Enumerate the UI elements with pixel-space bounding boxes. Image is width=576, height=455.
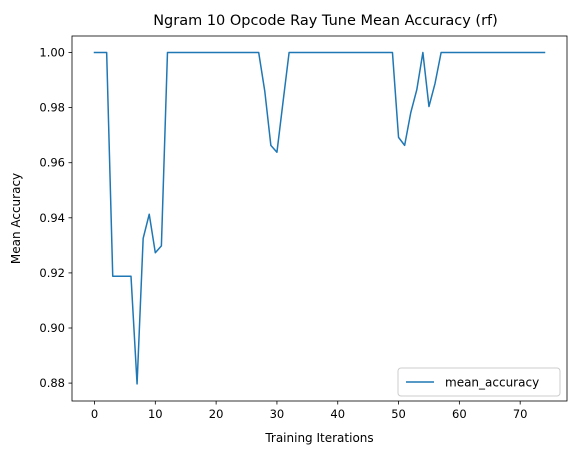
y-axis-ticks: 0.88 0.90 0.92 0.94 0.96 0.98 1.00 — [39, 46, 72, 390]
y-tick-label: 0.88 — [39, 376, 65, 390]
y-tick-label: 1.00 — [39, 46, 65, 60]
x-tick-label: 10 — [148, 407, 163, 421]
series-layer — [93, 51, 546, 385]
y-tick-label: 0.90 — [39, 321, 65, 335]
legend-label-mean-accuracy: mean_accuracy — [445, 376, 539, 390]
y-tick-label: 0.94 — [39, 211, 65, 225]
x-tick-label: 60 — [452, 407, 467, 421]
x-axis-ticks: 0 10 20 30 40 50 60 70 — [91, 401, 528, 421]
x-tick-label: 40 — [330, 407, 345, 421]
plot-area: 0 10 20 30 40 50 60 70 0.88 0.90 0.92 0.94 0.96 0.98… — [39, 35, 568, 421]
x-tick-label: 0 — [91, 407, 98, 421]
x-tick-label: 50 — [391, 407, 406, 421]
y-axis-label: Mean Accuracy — [9, 173, 23, 264]
series-line-mean-accuracy — [93, 51, 546, 385]
x-tick-label: 30 — [270, 407, 285, 421]
legend-box — [397, 367, 561, 397]
x-axis-label: Training Iterations — [264, 431, 373, 445]
legend: mean_accuracy — [397, 367, 561, 397]
y-tick-label: 0.96 — [39, 156, 65, 170]
y-tick-label: 0.92 — [39, 266, 65, 280]
chart-title: Ngram 10 Opcode Ray Tune Mean Accuracy (… — [153, 13, 498, 29]
plot-frame — [71, 35, 568, 402]
x-tick-label: 70 — [513, 407, 528, 421]
x-tick-label: 20 — [209, 407, 224, 421]
y-tick-label: 0.98 — [39, 101, 65, 115]
